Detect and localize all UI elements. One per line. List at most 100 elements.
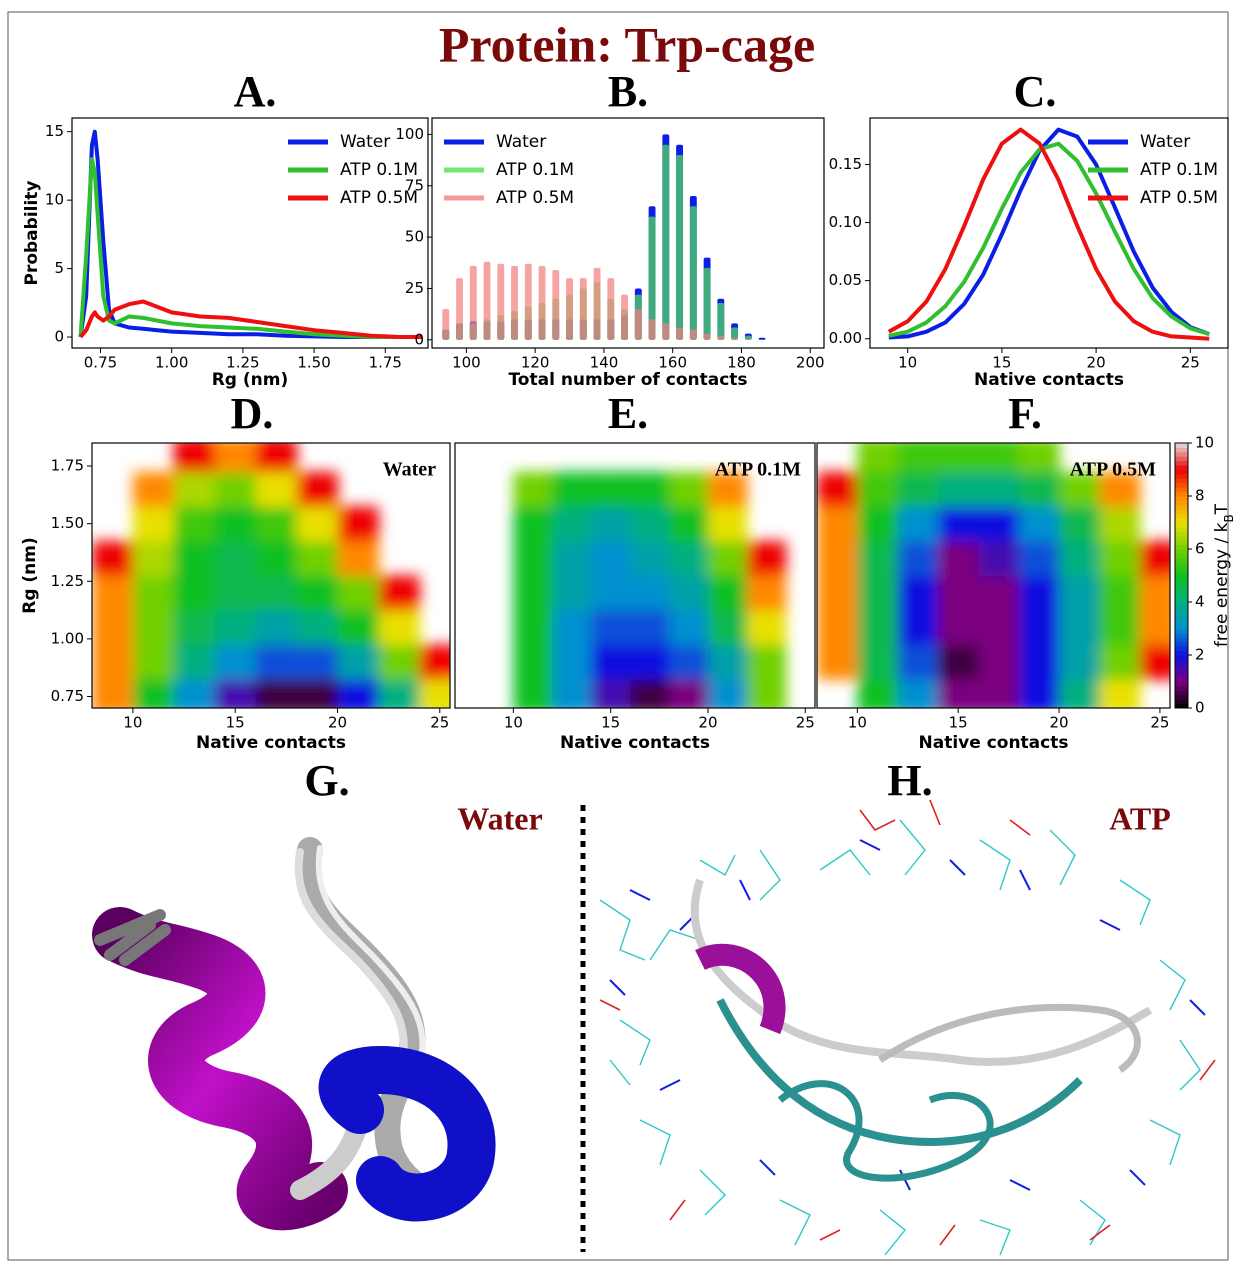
panel-letter: H.: [887, 756, 932, 805]
heat-cell: [296, 644, 338, 680]
heat-cell: [1059, 644, 1100, 680]
heat-cell: [92, 679, 134, 708]
heat-cell: [1018, 443, 1060, 473]
x-tick-label: 15: [992, 354, 1011, 372]
heat-cell: [1059, 679, 1100, 708]
heat-cell: [173, 443, 216, 473]
heatmap-cells: [513, 471, 787, 708]
heat-cell: [669, 540, 709, 576]
colorbar-segment: [1175, 593, 1188, 599]
colorbar-segment: [1175, 473, 1188, 479]
heat-cell: [92, 540, 134, 576]
heat-cell: [1139, 610, 1170, 646]
x-tick-label: 1.00: [155, 354, 188, 372]
heat-cell: [707, 644, 748, 680]
colorbar-segment: [1175, 584, 1188, 590]
heat-cell: [817, 575, 858, 611]
colorbar-segment: [1175, 451, 1188, 457]
bar: [552, 269, 560, 340]
colorbar-segment: [1175, 632, 1188, 638]
x-tick-label: 15: [226, 714, 245, 732]
panel-label: ATP 0.1M: [715, 459, 801, 481]
heat-cell: [707, 575, 748, 611]
bar: [717, 335, 725, 340]
colorbar-label-part: free energy / k: [1212, 522, 1232, 647]
heat-cell: [746, 644, 787, 680]
y-tick-label: 15: [45, 122, 64, 140]
heat-cell: [978, 443, 1020, 473]
bar: [483, 261, 491, 340]
heatmap-cells: [92, 443, 450, 708]
legend-label: ATP 0.1M: [496, 160, 574, 180]
colorbar-segment: [1175, 469, 1188, 475]
heat-cell: [513, 575, 553, 611]
heat-cell: [173, 610, 216, 646]
colorbar-label: free energy / kBT: [1212, 503, 1236, 647]
colorbar-segment: [1175, 703, 1188, 709]
heat-cell: [938, 506, 979, 542]
colorbar-segment: [1175, 694, 1188, 700]
legend-label: Water: [1140, 132, 1190, 152]
colorbar-segment: [1175, 526, 1188, 532]
colorbar-segment: [1175, 487, 1188, 493]
bar: [676, 154, 684, 340]
heat-cell: [552, 540, 592, 576]
heat-cell: [1139, 540, 1170, 576]
heat-cell: [296, 540, 338, 576]
bar: [703, 333, 711, 340]
colorbar-segment: [1175, 624, 1188, 629]
colorbar-segment: [1175, 602, 1188, 607]
heat-cell: [296, 471, 338, 507]
heat-cell: [746, 679, 787, 708]
heat-cell: [132, 679, 175, 708]
bar: [497, 263, 505, 340]
heat-cell: [630, 471, 670, 507]
colorbar-segment: [1175, 672, 1188, 678]
heat-cell: [978, 610, 1020, 646]
colorbar-segment: [1175, 619, 1188, 625]
colorbar-segment: [1175, 610, 1188, 616]
bar: [593, 267, 601, 340]
heat-cell: [897, 540, 939, 576]
colorbar-segment: [1175, 681, 1188, 687]
colorbar-segment: [1175, 478, 1188, 484]
bar: [456, 278, 463, 340]
x-axis-label: Total number of contacts: [508, 370, 747, 390]
colorbar-segment: [1175, 465, 1188, 470]
heat-cell: [978, 575, 1020, 611]
heat-cell: [630, 679, 670, 708]
image-label: ATP: [1109, 800, 1171, 836]
colorbar-frame: [1174, 442, 1189, 709]
y-tick-label: 0.75: [51, 687, 84, 705]
legend-label: ATP 0.5M: [496, 188, 574, 208]
y-tick-label: 0.15: [829, 155, 862, 173]
heat-cell: [857, 610, 899, 646]
heat-cell: [591, 506, 631, 542]
plot-area: [513, 471, 787, 708]
bar: [538, 265, 546, 340]
x-tick-label: 10: [848, 714, 867, 732]
colorbar-segment: [1175, 606, 1188, 612]
heat-cell: [978, 540, 1020, 576]
water-structure: [92, 837, 496, 1231]
heat-cell: [337, 679, 379, 708]
heat-cell: [255, 443, 298, 473]
bar: [648, 319, 656, 340]
heat-cell: [337, 610, 379, 646]
colorbar-segment: [1175, 496, 1188, 501]
heat-cell: [214, 679, 257, 708]
plot-area: [887, 127, 1210, 341]
x-tick-label: 25: [430, 714, 449, 732]
panel-label: ATP 0.5M: [1070, 459, 1156, 481]
y-tick-label: 25: [405, 279, 424, 297]
colorbar-segment: [1175, 456, 1188, 462]
heat-cell: [337, 540, 379, 576]
x-axis-label: Native contacts: [974, 370, 1124, 390]
heat-cell: [978, 506, 1020, 542]
heat-cell: [669, 471, 709, 507]
y-tick-label: 0: [54, 328, 64, 346]
bar: [469, 265, 477, 340]
x-tick-label: 10: [123, 714, 142, 732]
line: [887, 127, 1210, 341]
heat-cell: [857, 540, 899, 576]
